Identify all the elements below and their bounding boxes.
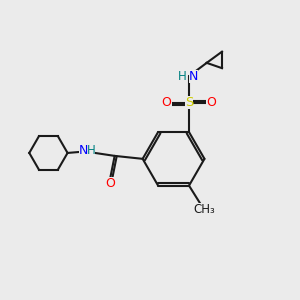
Text: N: N: [189, 70, 198, 83]
Text: O: O: [105, 177, 115, 190]
Text: H: H: [178, 70, 187, 83]
Text: CH₃: CH₃: [194, 203, 215, 216]
Text: N: N: [79, 144, 88, 158]
Text: S: S: [185, 96, 193, 109]
Text: O: O: [162, 96, 172, 109]
Text: H: H: [87, 144, 95, 158]
Text: O: O: [206, 96, 216, 109]
